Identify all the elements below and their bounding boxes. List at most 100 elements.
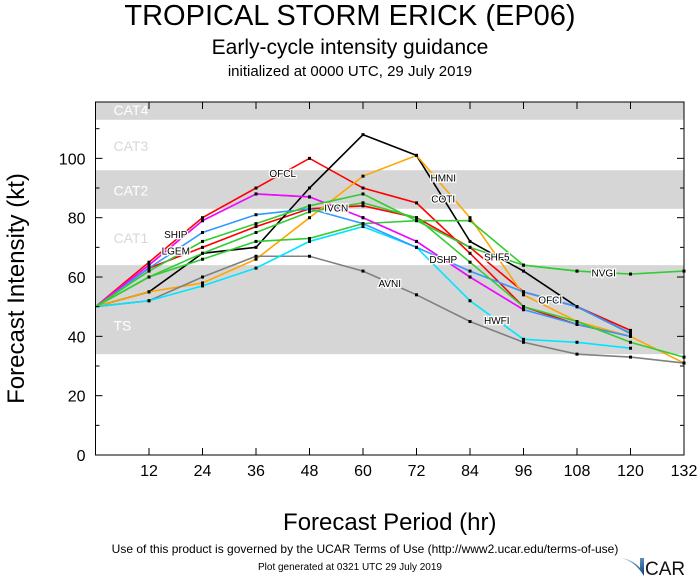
series-label: IVCN (324, 203, 348, 214)
series-line-hmni (95, 154, 685, 364)
data-point (629, 272, 632, 276)
x-tick-label: 12 (140, 463, 158, 480)
series-line-nvgi (95, 219, 685, 308)
data-point (361, 269, 365, 273)
y-tick-label: 20 (68, 389, 86, 406)
ncar-logo: CAR (620, 558, 685, 577)
series-line-ivcn (95, 202, 685, 358)
data-point (201, 251, 204, 255)
data-point (522, 340, 525, 344)
data-point (201, 275, 204, 279)
data-point (308, 204, 311, 208)
series-label: SHF5 (484, 252, 510, 263)
band-label: CAT1 (114, 230, 149, 246)
data-point (361, 133, 365, 137)
data-point (468, 239, 472, 243)
data-point (201, 281, 204, 285)
data-point (575, 305, 579, 309)
x-tick-label: 84 (461, 463, 479, 480)
data-point (468, 245, 472, 249)
data-point (629, 355, 632, 359)
plot-generated: Plot generated at 0321 UTC 29 July 2019 (257, 562, 442, 573)
y-tick-label: 0 (77, 448, 86, 465)
series-label: OFCI (538, 295, 562, 306)
svg-text:CAR: CAR (645, 559, 685, 577)
x-tick-label: 36 (247, 463, 265, 480)
data-point (629, 340, 632, 344)
data-point (361, 222, 365, 226)
data-point (254, 245, 258, 249)
x-tick-label: 60 (354, 463, 372, 480)
data-point (308, 156, 311, 160)
data-point (415, 239, 418, 243)
x-axis-label: Forecast Period (hr) (283, 509, 496, 536)
series-label: COTI (431, 194, 455, 205)
data-point (415, 219, 418, 223)
data-point (629, 334, 632, 338)
data-point (629, 328, 632, 332)
data-point (254, 257, 258, 261)
x-tick-label: 96 (515, 463, 533, 480)
data-point (254, 231, 258, 235)
plot-frame (95, 101, 685, 456)
data-point (575, 340, 579, 344)
data-point (201, 284, 204, 288)
series-label: NVGI (592, 269, 616, 280)
band-cat2 (95, 170, 684, 209)
y-tick-label: 40 (68, 329, 86, 346)
x-tick-label: 132 (671, 463, 698, 480)
data-point (147, 299, 151, 303)
data-point (361, 204, 365, 208)
data-point (254, 266, 258, 270)
data-point (254, 192, 258, 196)
init-time: initialized at 0000 UTC, 29 July 2019 (227, 63, 473, 80)
data-point (147, 275, 151, 279)
data-point (308, 195, 311, 199)
x-tick-label: 108 (564, 463, 591, 480)
chart-title: TROPICAL STORM ERICK (EP06) (124, 0, 576, 32)
series-label: HWFI (484, 316, 510, 327)
data-point (308, 239, 311, 243)
series-label: LGEM (162, 246, 190, 257)
data-point (361, 201, 365, 205)
data-point (522, 263, 525, 267)
data-point (575, 352, 579, 356)
data-point (575, 322, 579, 326)
data-point (147, 290, 151, 294)
data-point (308, 254, 311, 258)
data-point (415, 293, 418, 297)
y-tick-label: 60 (68, 270, 86, 287)
x-tick-label: 48 (301, 463, 319, 480)
x-tick-label: 120 (617, 463, 644, 480)
data-point (254, 254, 258, 258)
band-ts (95, 265, 684, 355)
data-point (468, 275, 472, 279)
data-point (201, 231, 204, 235)
data-point (415, 245, 418, 249)
band-label: CAT2 (114, 183, 149, 199)
band-label: CAT3 (114, 138, 149, 154)
y-tick-label: 100 (59, 151, 86, 168)
data-point (361, 225, 365, 229)
data-point (575, 269, 579, 273)
data-point (522, 290, 525, 294)
data-point (308, 236, 311, 240)
data-point (522, 337, 525, 341)
data-point (468, 269, 472, 273)
data-point (308, 207, 311, 211)
data-point (254, 213, 258, 217)
series-label: DSHP (429, 255, 457, 266)
data-point (468, 320, 472, 324)
data-point (468, 299, 472, 303)
data-point (201, 245, 204, 249)
series-label: HMNI (430, 174, 456, 185)
data-point (147, 266, 151, 270)
data-point (522, 269, 525, 273)
data-point (361, 216, 365, 220)
data-point (468, 260, 472, 264)
x-tick-label: 72 (408, 463, 426, 480)
x-tick-label: 24 (194, 463, 212, 480)
data-point (201, 257, 204, 261)
